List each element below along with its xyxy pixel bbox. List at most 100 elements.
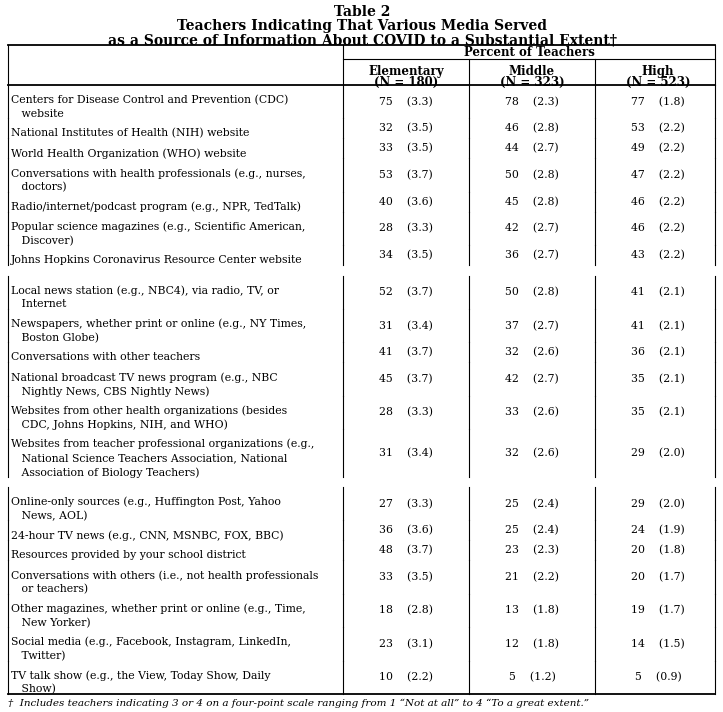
Text: 46    (2.8): 46 (2.8) <box>505 123 559 134</box>
Text: Social media (e.g., Facebook, Instagram, LinkedIn,: Social media (e.g., Facebook, Instagram,… <box>11 637 291 647</box>
Text: 36    (2.7): 36 (2.7) <box>505 250 559 261</box>
Text: 48    (3.7): 48 (3.7) <box>379 545 433 555</box>
Text: 32    (2.6): 32 (2.6) <box>505 448 559 458</box>
Text: 75    (3.3): 75 (3.3) <box>379 97 433 107</box>
Text: 47    (2.2): 47 (2.2) <box>631 170 685 180</box>
Text: 35    (2.1): 35 (2.1) <box>631 374 685 384</box>
Text: 49    (2.2): 49 (2.2) <box>631 143 685 154</box>
Text: 42    (2.7): 42 (2.7) <box>505 224 559 234</box>
Text: 31    (3.4): 31 (3.4) <box>379 320 433 331</box>
Text: 46    (2.2): 46 (2.2) <box>631 197 685 207</box>
Text: 37    (2.7): 37 (2.7) <box>505 320 559 331</box>
Text: 31    (3.4): 31 (3.4) <box>379 448 433 458</box>
Text: 33    (3.5): 33 (3.5) <box>379 143 433 154</box>
Text: Discover): Discover) <box>11 236 74 246</box>
Text: or teachers): or teachers) <box>11 585 88 595</box>
Text: High: High <box>642 65 675 78</box>
Text: Conversations with others (i.e., not health professionals: Conversations with others (i.e., not hea… <box>11 570 318 581</box>
Text: 12    (1.8): 12 (1.8) <box>505 639 559 649</box>
Text: Association of Biology Teachers): Association of Biology Teachers) <box>11 467 200 478</box>
Text: 42    (2.7): 42 (2.7) <box>505 374 559 384</box>
Text: 43    (2.2): 43 (2.2) <box>631 250 685 261</box>
Text: 29    (2.0): 29 (2.0) <box>631 498 685 509</box>
Text: 20    (1.8): 20 (1.8) <box>631 545 685 555</box>
Text: Websites from other health organizations (besides: Websites from other health organizations… <box>11 405 287 416</box>
Text: †  Includes teachers indicating 3 or 4 on a four-point scale ranging from 1 “Not: † Includes teachers indicating 3 or 4 on… <box>8 699 589 708</box>
Text: Table 2: Table 2 <box>334 5 390 19</box>
Text: Nightly News, CBS Nightly News): Nightly News, CBS Nightly News) <box>11 386 210 397</box>
Text: (N = 323): (N = 323) <box>500 76 565 89</box>
Text: Percent of Teachers: Percent of Teachers <box>463 46 594 58</box>
Text: as a Source of Information About COVID to a Substantial Extent†: as a Source of Information About COVID t… <box>108 33 617 47</box>
Text: 41    (2.1): 41 (2.1) <box>631 320 685 331</box>
Text: 50    (2.8): 50 (2.8) <box>505 287 559 298</box>
Text: 78    (2.3): 78 (2.3) <box>505 97 559 107</box>
Text: 33    (2.6): 33 (2.6) <box>505 407 559 418</box>
Text: 41    (3.7): 41 (3.7) <box>379 347 433 357</box>
Text: Centers for Disease Control and Prevention (CDC): Centers for Disease Control and Preventi… <box>11 95 288 105</box>
Text: News, AOL): News, AOL) <box>11 511 87 521</box>
Text: 44    (2.7): 44 (2.7) <box>505 143 559 154</box>
Text: doctors): doctors) <box>11 182 67 192</box>
Text: Internet: Internet <box>11 299 67 310</box>
Text: 45    (2.8): 45 (2.8) <box>505 197 559 207</box>
Text: 14    (1.5): 14 (1.5) <box>631 639 685 649</box>
Text: Boston Globe): Boston Globe) <box>11 333 99 343</box>
Text: (N = 180): (N = 180) <box>374 76 438 89</box>
Text: 52    (3.7): 52 (3.7) <box>379 287 433 298</box>
Text: 41    (2.1): 41 (2.1) <box>631 287 685 298</box>
Text: 33    (3.5): 33 (3.5) <box>379 572 433 582</box>
Text: Middle: Middle <box>509 65 555 78</box>
Text: 28    (3.3): 28 (3.3) <box>379 407 433 418</box>
Text: 13    (1.8): 13 (1.8) <box>505 605 559 616</box>
Text: 34    (3.5): 34 (3.5) <box>379 250 433 261</box>
Text: Newspapers, whether print or online (e.g., NY Times,: Newspapers, whether print or online (e.g… <box>11 319 307 329</box>
Text: CDC, Johns Hopkins, NIH, and WHO): CDC, Johns Hopkins, NIH, and WHO) <box>11 419 228 430</box>
Text: National broadcast TV news program (e.g., NBC: National broadcast TV news program (e.g.… <box>11 372 278 382</box>
Text: 20    (1.7): 20 (1.7) <box>631 572 685 582</box>
Text: 10    (2.2): 10 (2.2) <box>379 672 433 683</box>
Text: Resources provided by your school district: Resources provided by your school distri… <box>11 550 246 560</box>
Text: Popular science magazines (e.g., Scientific American,: Popular science magazines (e.g., Scienti… <box>11 221 305 232</box>
Text: Radio/internet/podcast program (e.g., NPR, TedTalk): Radio/internet/podcast program (e.g., NP… <box>11 201 301 212</box>
Text: National Science Teachers Association, National: National Science Teachers Association, N… <box>11 453 287 463</box>
Text: 40    (3.6): 40 (3.6) <box>379 197 433 207</box>
Text: 5    (0.9): 5 (0.9) <box>635 672 681 683</box>
Text: New Yorker): New Yorker) <box>11 617 90 628</box>
Text: 77    (1.8): 77 (1.8) <box>631 97 685 107</box>
Text: 25    (2.4): 25 (2.4) <box>505 498 559 509</box>
Text: 18    (2.8): 18 (2.8) <box>379 605 433 616</box>
Text: 50    (2.8): 50 (2.8) <box>505 170 559 180</box>
Text: Teachers Indicating That Various Media Served: Teachers Indicating That Various Media S… <box>177 19 547 33</box>
Text: 25    (2.4): 25 (2.4) <box>505 525 559 535</box>
Text: Websites from teacher professional organizations (e.g.,: Websites from teacher professional organ… <box>11 439 315 449</box>
Text: 35    (2.1): 35 (2.1) <box>631 407 685 418</box>
Text: 32    (2.6): 32 (2.6) <box>505 347 559 357</box>
Text: 23    (3.1): 23 (3.1) <box>379 639 433 649</box>
Text: 45    (3.7): 45 (3.7) <box>379 374 433 384</box>
Text: 28    (3.3): 28 (3.3) <box>379 224 433 234</box>
Text: Johns Hopkins Coronavirus Resource Center website: Johns Hopkins Coronavirus Resource Cente… <box>11 255 303 266</box>
Text: 36    (2.1): 36 (2.1) <box>631 347 685 357</box>
Text: 19    (1.7): 19 (1.7) <box>631 605 685 616</box>
Text: 24-hour TV news (e.g., CNN, MSNBC, FOX, BBC): 24-hour TV news (e.g., CNN, MSNBC, FOX, … <box>11 530 283 541</box>
Text: 36    (3.6): 36 (3.6) <box>379 525 433 535</box>
Text: Conversations with health professionals (e.g., nurses,: Conversations with health professionals … <box>11 168 306 179</box>
Text: 53    (2.2): 53 (2.2) <box>631 123 685 134</box>
Text: National Institutes of Health (NIH) website: National Institutes of Health (NIH) webs… <box>11 128 249 139</box>
Text: 46    (2.2): 46 (2.2) <box>631 224 685 234</box>
Text: 21    (2.2): 21 (2.2) <box>505 572 559 582</box>
Text: Other magazines, whether print or online (e.g., Time,: Other magazines, whether print or online… <box>11 604 306 614</box>
Text: Conversations with other teachers: Conversations with other teachers <box>11 352 200 362</box>
Text: Online-only sources (e.g., Huffington Post, Yahoo: Online-only sources (e.g., Huffington Po… <box>11 497 281 507</box>
Text: 23    (2.3): 23 (2.3) <box>505 545 559 555</box>
Text: Twitter): Twitter) <box>11 651 66 661</box>
Text: World Health Organization (WHO) website: World Health Organization (WHO) website <box>11 148 247 159</box>
Text: TV talk show (e.g., the View, Today Show, Daily: TV talk show (e.g., the View, Today Show… <box>11 670 270 681</box>
Text: (N = 523): (N = 523) <box>625 76 690 89</box>
Text: 27    (3.3): 27 (3.3) <box>379 498 433 509</box>
Text: 5    (1.2): 5 (1.2) <box>508 672 555 683</box>
Text: 29    (2.0): 29 (2.0) <box>631 448 685 458</box>
Text: 24    (1.9): 24 (1.9) <box>631 525 685 535</box>
Text: Show): Show) <box>11 684 56 695</box>
